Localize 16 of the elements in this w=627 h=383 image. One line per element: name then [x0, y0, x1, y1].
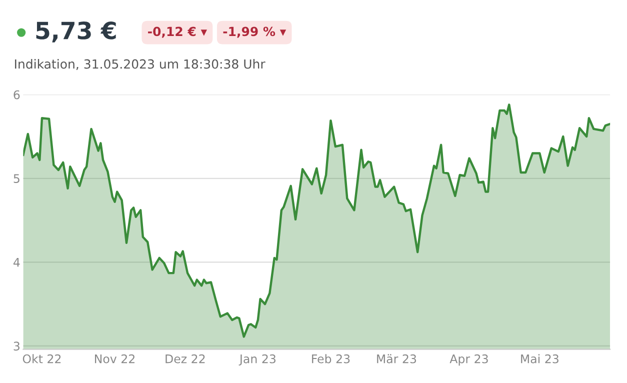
x-tick-label: Apr 23 [450, 354, 488, 366]
y-tick-label: 3 [14, 342, 20, 351]
x-tick-label: Dez 22 [166, 354, 205, 364]
x-tick-label: Okt 22 [22, 354, 61, 364]
chart-title: 5,73 € [36, 22, 116, 42]
y-tick-label: 5 [14, 174, 20, 184]
y-tick-label: 6 [14, 90, 20, 100]
y-tick-label: 4 [13, 258, 20, 267]
chart-subtitle: Indikation, 31.05.2023 um 18:30:38 Uhr [15, 59, 266, 70]
x-tick-label: Mär 23 [377, 354, 416, 364]
text: -1,99 % ▾ [223, 26, 286, 38]
x-tick-label: Feb 23 [312, 354, 350, 364]
x-tick-label: Jan 23 [238, 354, 276, 366]
x-tick-label: Mai 23 [521, 354, 558, 364]
text: -0,12 € ▾ [148, 26, 208, 38]
x-tick-label: Nov 22 [95, 354, 134, 364]
